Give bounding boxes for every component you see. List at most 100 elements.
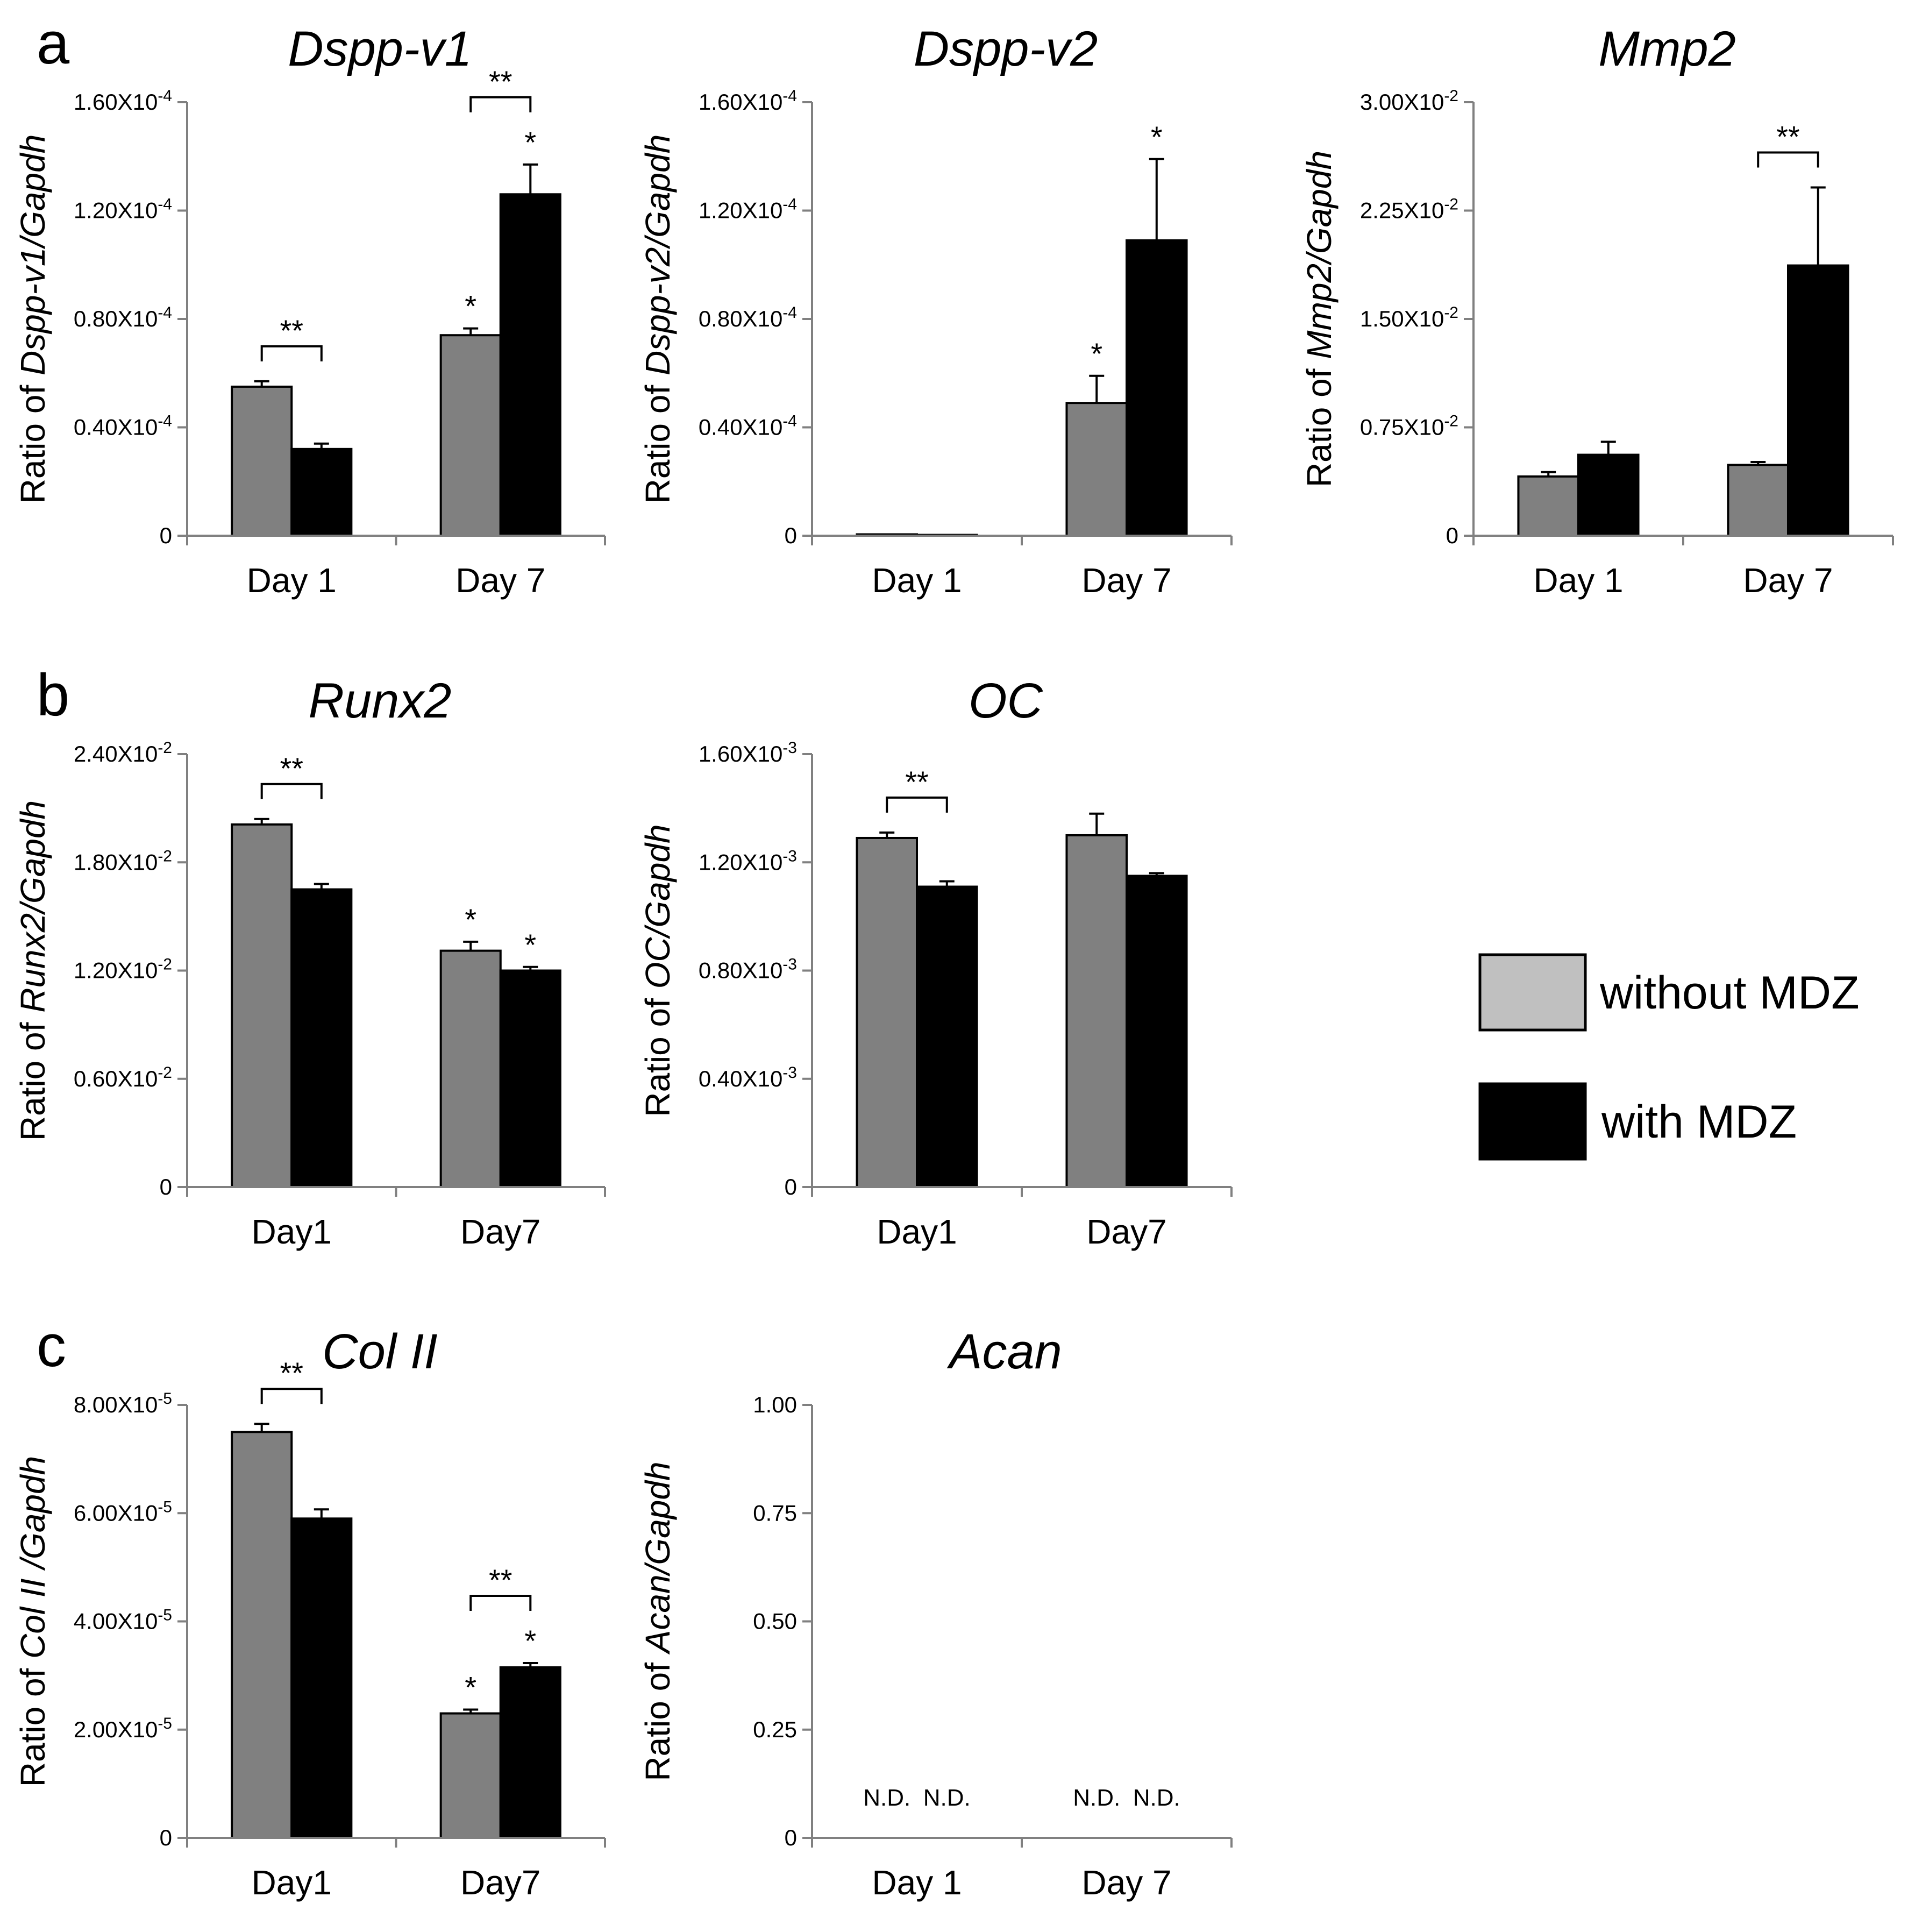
y-tick-label: 1.80X10-2 (74, 847, 172, 875)
significance-bracket (260, 783, 323, 799)
legend: without MDZ with MDZ (1478, 953, 1860, 1161)
y-tick-label: 0.40X10-4 (699, 413, 797, 440)
category-label: Day 7 (1081, 561, 1171, 600)
legend-label-without-mdz: without MDZ (1599, 967, 1860, 1019)
y-tick-label: 1.60X10-4 (74, 87, 172, 115)
category-label: Day7 (1086, 1212, 1166, 1251)
bar (1577, 453, 1640, 537)
y-tick-label: 0 (160, 523, 172, 548)
bar (439, 1712, 502, 1839)
chart-col-ii: Col II 0 2.00X10-5 4.00X10-5 6.00X10-5 8.00X1… (13, 1324, 606, 1902)
y-tick-label: 3.00X10-2 (1360, 87, 1458, 115)
y-axis-label: Ratio of Runx2/Gapdh (13, 800, 52, 1141)
chart-dspp-v1: Dspp-v1 0 0.40X10-4 0.80X10-4 1.20X10-4 1.60X… (13, 22, 606, 600)
y-tick-label: 1.60X10-3 (699, 739, 797, 766)
significance-bracket-label: ** (1776, 120, 1800, 154)
nd-label: N.D. (1133, 1785, 1180, 1811)
y-tick-label: 2.25X10-2 (1360, 196, 1458, 223)
y-tick-label: 1.00 (753, 1392, 797, 1417)
category-label: Day1 (252, 1863, 332, 1902)
bar (1065, 834, 1128, 1188)
y-tick-label: 0 (785, 1825, 797, 1850)
category-label: Day 1 (1533, 561, 1623, 600)
y-tick-label: 1.20X10-3 (699, 847, 797, 875)
significance-bracket (260, 1388, 323, 1404)
significance-star: * (524, 928, 536, 962)
y-tick-label: 0.40X10-3 (699, 1064, 797, 1091)
category-label: Day 7 (455, 561, 545, 600)
bar (290, 1517, 353, 1839)
chart-title: Dspp-v1 (288, 22, 472, 76)
bar (290, 888, 353, 1188)
bar (1727, 464, 1789, 537)
category-label: Day1 (252, 1212, 332, 1251)
chart-acan: Acan 0 0.25 0.50 0.75 1.00 Ratio of Acan/Gapdh… (638, 1324, 1233, 1902)
chart-mmp2: Mmp2 0 0.75X10-2 1.50X10-2 2.25X10-2 3.00X10-… (1300, 22, 1894, 600)
category-label: Day1 (877, 1212, 957, 1251)
y-axis-label: Ratio of Dspp-v2/Gapdh (638, 134, 677, 504)
y-tick-label: 8.00X10-5 (74, 1390, 172, 1417)
legend-label-with-mdz: with MDZ (1601, 1096, 1797, 1148)
bar (856, 836, 918, 1188)
y-tick-label: 0.40X10-4 (74, 413, 172, 440)
bar (1126, 875, 1188, 1188)
y-tick-label: 0 (1446, 523, 1458, 548)
category-label: Day 1 (872, 1863, 962, 1902)
bar (231, 823, 293, 1188)
y-tick-label: 0 (160, 1825, 172, 1850)
significance-star: * (1151, 120, 1163, 154)
bar (231, 1431, 293, 1839)
chart-runx2: Runx2 0 0.60X10-2 1.20X10-2 1.80X10-2 2.40X10… (13, 673, 606, 1251)
y-tick-label: 1.60X10-4 (699, 87, 797, 115)
bar (1517, 475, 1579, 537)
category-label: Day 1 (872, 561, 962, 600)
y-axis-label: Ratio of Col II /Gapdh (13, 1456, 52, 1787)
category-label: Day 1 (247, 561, 337, 600)
significance-bracket (260, 345, 323, 361)
significance-bracket-label: ** (280, 1356, 303, 1390)
y-axis-label: Ratio of Mmp2/Gapdh (1300, 151, 1339, 487)
chart-title: Col II (322, 1324, 438, 1379)
y-axis-label: Ratio of Dspp-v1/Gapdh (13, 134, 52, 504)
category-label: Day 7 (1743, 561, 1833, 600)
bar (1787, 264, 1849, 537)
charts-area: Dspp-v1 0 0.40X10-4 0.80X10-4 1.20X10-4 1.60X… (13, 22, 1894, 1902)
bar (499, 969, 561, 1188)
category-label: Day7 (460, 1212, 540, 1251)
significance-bracket (469, 1594, 532, 1611)
y-tick-label: 0 (785, 523, 797, 548)
y-tick-label: 2.00X10-5 (74, 1715, 172, 1742)
bar (499, 193, 561, 537)
bar (1126, 239, 1188, 537)
y-tick-label: 2.40X10-2 (74, 739, 172, 766)
chart-title: Runx2 (309, 673, 452, 728)
significance-bracket (1757, 151, 1819, 168)
chart-title: OC (969, 673, 1043, 728)
significance-bracket (886, 796, 948, 813)
y-tick-label: 0.50 (753, 1609, 797, 1634)
significance-bracket-label: ** (489, 1563, 512, 1597)
legend-swatch-without-mdz (1478, 953, 1587, 1032)
significance-star: * (465, 903, 476, 936)
y-tick-label: 0 (160, 1174, 172, 1199)
y-axis-label: Ratio of OC/Gapdh (638, 824, 677, 1117)
y-axis-label: Ratio of Acan/Gapdh (638, 1461, 677, 1781)
bar (916, 885, 978, 1188)
bar (439, 949, 502, 1188)
significance-star: * (524, 125, 536, 159)
chart-title: Dspp-v2 (914, 22, 1098, 76)
y-tick-label: 0.80X10-4 (699, 304, 797, 331)
significance-bracket-label: ** (905, 765, 929, 799)
significance-star: * (465, 1671, 476, 1704)
category-label: Day 7 (1081, 1863, 1171, 1902)
y-tick-label: 0.75X10-2 (1360, 413, 1458, 440)
y-tick-label: 0.60X10-2 (74, 1064, 172, 1091)
y-tick-label: 0 (785, 1174, 797, 1199)
bar (231, 385, 293, 537)
significance-bracket-label: ** (489, 65, 512, 98)
y-tick-label: 4.00X10-5 (74, 1607, 172, 1634)
chart-title: Acan (946, 1324, 1062, 1379)
y-tick-label: 1.20X10-2 (74, 956, 172, 983)
nd-label: N.D. (923, 1785, 971, 1811)
y-tick-label: 6.00X10-5 (74, 1498, 172, 1525)
